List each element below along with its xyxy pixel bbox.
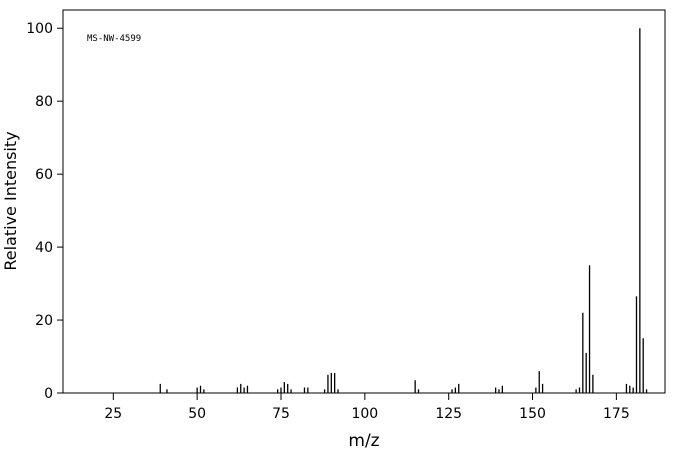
plot-frame bbox=[62, 9, 666, 394]
x-tick-label: 100 bbox=[351, 406, 378, 422]
x-tick-label: 175 bbox=[603, 406, 630, 422]
y-tick-label: 40 bbox=[35, 240, 53, 256]
x-tick-label: 150 bbox=[519, 406, 546, 422]
y-tick-label: 60 bbox=[35, 167, 53, 183]
x-tick-label: 50 bbox=[188, 406, 206, 422]
y-axis-label: Relative Intensity bbox=[1, 131, 20, 270]
y-tick-label: 0 bbox=[44, 386, 53, 402]
y-tick-label: 80 bbox=[35, 94, 53, 110]
x-axis-label: m/z bbox=[348, 431, 379, 451]
annotation: MS-NW-4599 bbox=[87, 34, 141, 44]
x-tick-label: 125 bbox=[435, 406, 462, 422]
y-tick-label: 100 bbox=[26, 21, 53, 37]
y-tick-label: 20 bbox=[35, 313, 53, 329]
x-tick-label: 75 bbox=[272, 406, 290, 422]
x-tick-label: 25 bbox=[104, 406, 122, 422]
